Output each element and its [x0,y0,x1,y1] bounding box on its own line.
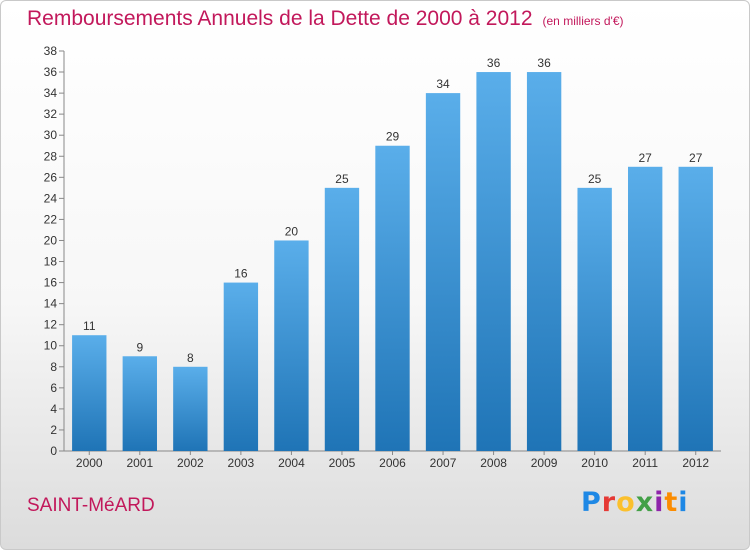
proxiti-logo: Proxiti [581,487,689,518]
y-tick-label: 8 [50,360,57,374]
x-tick-label: 2004 [278,456,305,470]
y-tick-label: 32 [44,107,58,121]
y-tick-label: 10 [44,339,58,353]
bar-value-label: 8 [187,351,194,365]
bar [425,93,461,452]
y-tick-label: 14 [44,297,58,311]
bar [577,187,612,451]
proxiti-logo-letter: i [678,487,689,518]
proxiti-logo-letter: x [635,487,655,518]
x-tick-label: 2011 [632,456,658,470]
bar [324,187,360,451]
bar [173,366,208,451]
bar [526,72,562,451]
y-tick-label: 24 [44,191,58,205]
bar [628,166,663,451]
value-labels: 11 9 8 16 20 25 29 34 36 36 25 27 27 [83,56,703,365]
bar [72,335,107,451]
bar-value-label: 25 [335,172,349,186]
y-tick-label: 20 [44,233,58,247]
chart-subtitle: (en milliers d'€) [542,14,624,28]
y-tick-label: 4 [50,402,57,416]
x-tick-label: 2012 [682,456,709,470]
y-tick-label: 12 [44,318,58,332]
y-tick-label: 30 [44,128,58,142]
proxiti-logo-letter: r [601,487,617,518]
bar [678,166,713,451]
bars [72,72,713,452]
y-tick-label: 2 [50,423,57,437]
x-tick-label: 2006 [379,456,406,470]
bar [223,282,259,451]
town-name: SAINT-MéARD [27,495,155,516]
bar-value-label: 11 [83,319,96,333]
bar-value-label: 34 [436,77,450,91]
bar [122,356,157,451]
y-tick-label: 16 [44,276,58,290]
proxiti-logo-letter: P [581,487,602,518]
y-tick-label: 26 [44,170,58,184]
y-tick-label: 6 [50,381,57,395]
bar-value-label: 27 [639,151,653,165]
x-tick-label: 2005 [329,456,356,470]
bar [476,72,511,451]
proxiti-logo-letter: t [664,487,679,518]
x-tick-label: 2010 [581,456,608,470]
bar-value-label: 25 [588,172,602,186]
bar-value-label: 20 [285,224,299,238]
x-tick-label: 2002 [177,456,204,470]
y-tick-label: 22 [44,212,58,226]
chart-title: Remboursements Annuels de la Dette de 20… [27,7,533,30]
x-tick-label: 2007 [430,456,457,470]
y-tick-label: 36 [44,65,58,79]
bar-value-label: 29 [386,130,400,144]
bar-value-label: 9 [136,340,143,354]
bar-value-label: 16 [234,267,248,281]
bar [274,240,309,451]
x-tick-label: 2008 [480,456,507,470]
y-tick-label: 34 [44,86,58,100]
chart-header: Remboursements Annuels de la Dette de 20… [27,7,624,31]
x-tick-label: 2009 [531,456,558,470]
y-tick-label: 28 [44,149,58,163]
y-tick-label: 18 [44,255,58,269]
y-tick-label: 38 [44,44,58,58]
x-tick-label: 2001 [126,456,153,470]
proxiti-logo-letter: o [616,487,636,518]
bar-value-label: 36 [537,56,551,70]
proxiti-logo-letter: i [654,487,665,518]
bar-value-label: 27 [689,151,703,165]
y-tick-label: 0 [50,444,57,458]
bar-value-label: 36 [487,56,501,70]
x-tick-label: 2000 [76,456,103,470]
bar [375,145,410,451]
x-tick-label: 2003 [228,456,255,470]
